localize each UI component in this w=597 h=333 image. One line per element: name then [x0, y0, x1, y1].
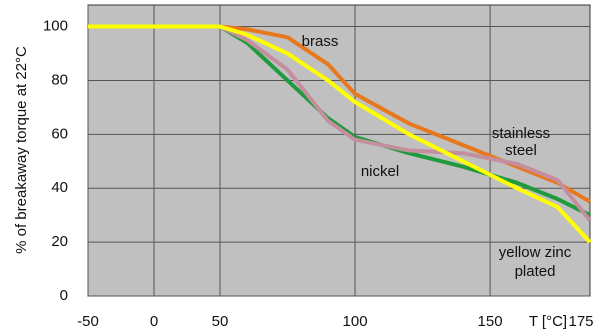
annotation: stainless	[492, 125, 550, 142]
series-line	[88, 24, 592, 244]
y-tick-label: 20	[51, 233, 68, 250]
annotation: nickel	[361, 163, 399, 180]
x-tick-label: -50	[77, 313, 99, 330]
y-tick-label: 100	[43, 18, 68, 35]
annotation: steel	[505, 142, 537, 159]
y-tick-label: 0	[60, 287, 68, 304]
x-axis-title: T [°C]	[529, 313, 567, 330]
plot-area	[87, 4, 591, 297]
x-tick-label: 50	[212, 313, 229, 330]
annotation: plated	[515, 263, 556, 280]
annotation: brass	[302, 33, 339, 50]
annotation: yellow zinc	[499, 244, 572, 261]
x-tick-label: 150	[478, 313, 503, 330]
x-tick-label: 175	[568, 313, 593, 330]
y-tick-label: 40	[51, 179, 68, 196]
x-tick-label: 0	[150, 313, 158, 330]
y-tick-label: 80	[51, 71, 68, 88]
y-axis-title: % of breakaway torque at 22°C	[13, 46, 30, 254]
x-tick-label: 100	[343, 313, 368, 330]
y-tick-label: 60	[51, 125, 68, 142]
